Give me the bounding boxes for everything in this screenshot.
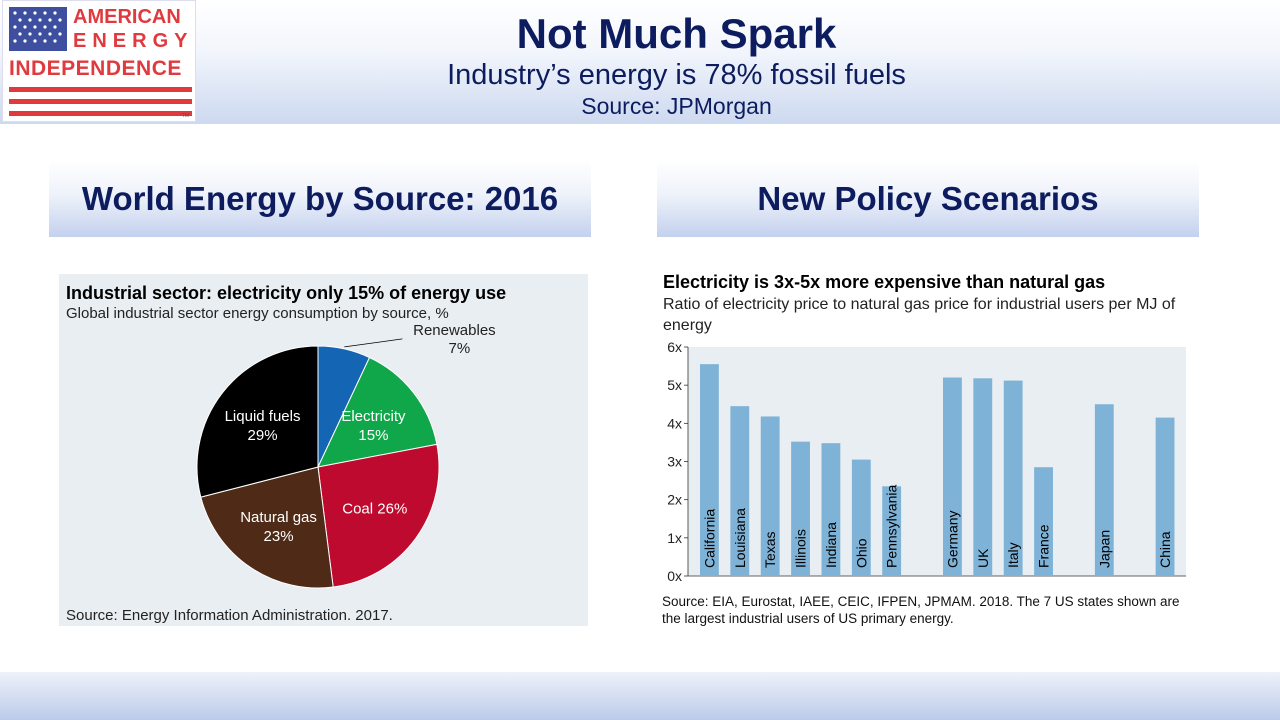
logo-word-independence: INDEPENDENCE [9, 57, 182, 80]
bar-label-pennsylvania: Pennsylvania [884, 485, 900, 568]
bar-uk [973, 378, 993, 576]
pie-leader-line [344, 338, 403, 348]
y-tick-label: 2x [667, 492, 682, 508]
bar-chart: 0x 1x 2x 3x 4x 5x 6x California Louisiana Texas Il… [667, 339, 1186, 584]
pie-value-electricity: 15% [358, 427, 388, 444]
american-energy-independence-logo: AMERICAN ENERGY INDEPENDENCE TM [2, 0, 196, 122]
bar-louisiana [730, 406, 750, 576]
y-tick-label: 3x [667, 454, 682, 470]
bar-chart-source: Source: EIA, Eurostat, IAEE, CEIC, IFPEN… [662, 594, 1180, 626]
bar-illinois [791, 441, 810, 576]
bar-label-california: California [701, 509, 717, 568]
bar-pennsylvania [882, 486, 902, 576]
bar-label-indiana: Indiana [823, 522, 839, 568]
bar-label-uk: UK [975, 548, 991, 568]
page-subtitle: Industry’s energy is 78% fossil fuels [447, 59, 906, 91]
pie-label-renewables: Renewables [413, 322, 496, 339]
bar-texas [760, 416, 780, 576]
pie-value-natural-gas: 23% [264, 528, 294, 545]
pie-value-coal: Coal 26% [342, 500, 407, 517]
bar-japan [1094, 404, 1114, 576]
pie-chart-source: Source: Energy Information Administratio… [66, 607, 393, 624]
bar-label-louisiana: Louisiana [732, 508, 748, 568]
pie-chart-panel: Renewables 7% Electricity 15% Coal 26% Natura… [59, 274, 588, 626]
left-panel-heading: World Energy by Source: 2016 [49, 160, 591, 237]
bar-label-illinois: Illinois [793, 529, 809, 568]
bar-italy [1003, 380, 1023, 576]
bar-label-france: France [1036, 524, 1052, 568]
logo-stripe [9, 99, 192, 104]
pie-chart-title: Industrial sector: electricity only 15% … [66, 283, 507, 303]
pie-slice-natural-gas [200, 466, 334, 589]
pie-chart-subtitle: Global industrial sector energy consumpt… [66, 305, 449, 322]
pie-slice-liquid-fuels [196, 345, 319, 498]
logo-stripe [9, 111, 192, 116]
y-tick-label: 1x [667, 530, 682, 546]
logo-word-energy: ENERGY [73, 30, 194, 52]
logo-stripe [9, 87, 192, 92]
pie-slice-electricity [317, 356, 438, 468]
pie-label-liquid-fuels: Liquid fuels [225, 408, 301, 425]
pie-value-renewables: 7% [449, 340, 471, 357]
pie-label-electricity: Electricity [341, 408, 406, 425]
logo-trademark: TM [181, 113, 189, 119]
bar-label-germany: Germany [944, 510, 960, 568]
bar-label-italy: Italy [1005, 542, 1021, 568]
y-tick-label: 4x [667, 415, 682, 431]
pie-value-liquid-fuels: 29% [248, 427, 278, 444]
bar-chart-title: Electricity is 3x-5x more expensive than… [663, 272, 1106, 292]
bar-label-ohio: Ohio [853, 538, 869, 568]
bar-ohio [851, 459, 871, 576]
bar-france [1034, 467, 1053, 576]
pie-slice-coal [317, 443, 440, 588]
logo-word-american: AMERICAN [73, 6, 181, 28]
bar-china [1155, 417, 1175, 576]
y-tick-label: 0x [667, 568, 682, 584]
bar-california [700, 364, 719, 576]
pie-label-natural-gas: Natural gas [240, 509, 317, 526]
us-flag-icon [9, 7, 67, 51]
bar-germany [943, 377, 962, 576]
bar-label-texas: Texas [762, 531, 778, 568]
footer-bar [0, 672, 1280, 720]
y-tick-label: 6x [667, 339, 682, 355]
page-title: Not Much Spark [516, 10, 837, 57]
bar-chart-subtitle: Ratio of electricity price to natural ga… [663, 296, 1176, 334]
page-source: Source: JPMorgan [581, 93, 772, 119]
header-banner [0, 0, 1280, 124]
y-tick-label: 5x [667, 377, 682, 393]
bar-indiana [821, 443, 841, 576]
bar-label-china: China [1157, 531, 1173, 568]
bar-label-japan: Japan [1096, 530, 1112, 568]
right-panel-heading: New Policy Scenarios [657, 160, 1199, 237]
